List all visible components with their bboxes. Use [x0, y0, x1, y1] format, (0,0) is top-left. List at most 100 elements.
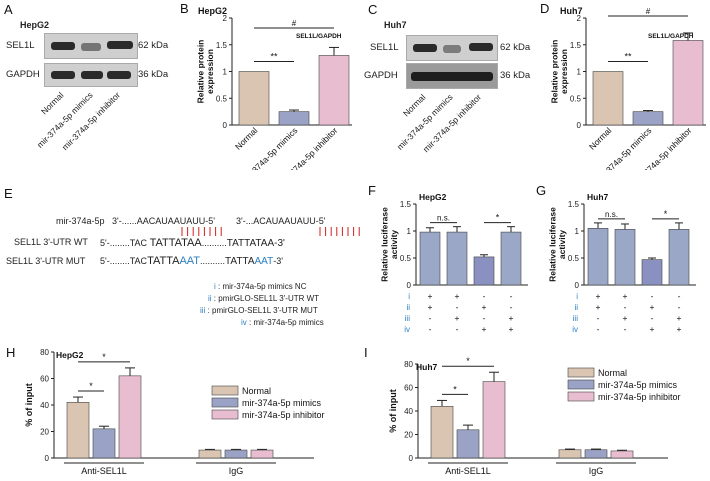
e-wt-seq1: 5'-........TAC TATTATAA..........TATTATA… — [100, 237, 285, 249]
legend-label: Normal — [598, 368, 627, 378]
y-tick-label: 40 — [404, 407, 413, 416]
e-legend-3-num: iii — [200, 306, 206, 315]
matrix-cell: - — [624, 302, 627, 312]
matrix-cell: + — [509, 324, 514, 334]
sig-label: ** — [624, 52, 632, 62]
e-legend-4-num: iv — [241, 318, 247, 327]
y-tick-label: 0 — [407, 281, 412, 290]
bar-0 — [558, 449, 582, 459]
y-axis-label: % of input — [24, 383, 34, 427]
matrix-cell: + — [596, 291, 601, 301]
matrix-cell: + — [677, 313, 682, 323]
panel-letter-e: E — [4, 186, 13, 201]
panel-letter-c: C — [368, 2, 378, 17]
sig-label: # — [292, 19, 297, 28]
e-mut-core2: TATTA — [225, 256, 255, 267]
legend-label: mir-374a-5p mimics — [242, 398, 322, 408]
bar-1 — [456, 429, 480, 459]
band — [81, 43, 101, 51]
y-tick-label: 60 — [404, 384, 413, 393]
legend-label: mir-374a-5p inhibitor — [598, 392, 681, 402]
wb-a-lane-1: Normal — [38, 90, 66, 117]
legend-swatch — [567, 391, 595, 402]
matrix-cell: + — [677, 324, 682, 334]
matrix-cell: + — [509, 313, 514, 323]
y-tick-label: 1 — [577, 68, 582, 77]
y-tick-label: 0.5 — [216, 94, 228, 103]
sig-label: n.s. — [605, 210, 618, 219]
matrix-cell: + — [428, 302, 433, 312]
wb-a-blot-gapdh — [44, 63, 138, 87]
bar-2 — [473, 256, 495, 286]
sig-label: * — [496, 213, 500, 223]
e-legend-1: i : mir-374a-5p mimics NC — [214, 282, 306, 291]
chart-i: I Huh7 0 20 40 60 80 % of input Anti-SEL1L IgG * * N… — [364, 345, 681, 476]
band — [413, 44, 437, 52]
e-mut-seq1: 5'-........TACTATTAAAT..........TATTAAAT… — [100, 255, 283, 267]
sig-label: ** — [270, 52, 278, 62]
y-tick-label: 60 — [40, 375, 49, 384]
matrix-row-label: iii — [573, 314, 579, 323]
wb-c-lane-1: Normal — [400, 92, 428, 119]
bar-1 — [446, 231, 468, 286]
panel-letter: F — [368, 183, 376, 198]
wb-c-row1-name: SEL1L — [370, 42, 399, 53]
legend-swatch — [567, 379, 595, 390]
band — [411, 72, 493, 81]
y-label-line: Relative protein — [195, 40, 205, 104]
matrix-cell: - — [678, 302, 681, 312]
matrix-cell: + — [596, 302, 601, 312]
wb-c-row2-name: GAPDH — [364, 70, 398, 81]
matrix-row-label: i — [408, 292, 410, 301]
e-wt-post: .......... — [201, 238, 227, 248]
y-axis-label: Relative luciferaseactivity — [547, 207, 566, 282]
e-legend-3-text: : pmirGLO-SEL1L 3'-UTR MUT — [207, 306, 318, 315]
group-label: Anti-SEL1L — [445, 466, 491, 476]
chart-d: D Huh7 SEL1L/GAPDH 0 0.5 1 1.5 2 Relative protei… — [540, 1, 706, 170]
y-tick-label: 2 — [577, 14, 582, 23]
matrix-cell: - — [429, 324, 432, 334]
bar-1 — [632, 111, 664, 126]
panel-letter: B — [180, 1, 189, 16]
bar-1 — [224, 449, 248, 459]
matrix-cell: + — [428, 291, 433, 301]
legend-swatch — [211, 409, 239, 420]
y-tick-label: 2 — [223, 14, 228, 23]
bar-0 — [198, 449, 222, 459]
e-legend-1-text: : mir-374a-5p mimics NC — [218, 282, 307, 291]
e-wt-core: TATTATAA — [149, 237, 202, 249]
panel-letter: D — [540, 1, 549, 16]
matrix-cell: + — [482, 302, 487, 312]
matrix-cell: - — [429, 313, 432, 323]
matrix-cell: - — [597, 324, 600, 334]
bar-3 — [668, 229, 690, 286]
y-tick-label: 20 — [404, 431, 413, 440]
e-mut-post2: -3' — [273, 256, 283, 266]
group-label: Anti-SEL1L — [81, 466, 127, 476]
chart-h: H HepG2 0 20 40 60 80 % of input Anti-SEL1L IgG * *… — [6, 345, 325, 476]
matrix-cell: - — [597, 313, 600, 323]
group-label: IgG — [589, 466, 604, 476]
y-tick-label: 1 — [223, 68, 228, 77]
y-tick-label: 1 — [407, 227, 412, 236]
sig-label: # — [646, 7, 651, 16]
y-tick-label: 0 — [223, 121, 228, 130]
matrix-row-label: ii — [406, 303, 410, 312]
matrix-cell: + — [650, 324, 655, 334]
panel-letter: G — [536, 183, 546, 198]
matrix-cell: - — [483, 313, 486, 323]
y-axis-label: % of input — [388, 389, 398, 433]
y-tick-label: 1 — [575, 227, 580, 236]
bar-2 — [610, 450, 634, 459]
bar-0 — [587, 227, 609, 286]
y-label-line: expression — [205, 49, 215, 94]
bar-1 — [614, 229, 636, 286]
panel-letter: H — [6, 345, 15, 360]
bar-3 — [500, 231, 522, 286]
y-tick-label: 0 — [577, 121, 582, 130]
e-mir-label: mir-374a-5p — [56, 216, 105, 226]
sig-label: * — [89, 381, 93, 391]
e-mut-core: TATTA — [147, 255, 180, 267]
